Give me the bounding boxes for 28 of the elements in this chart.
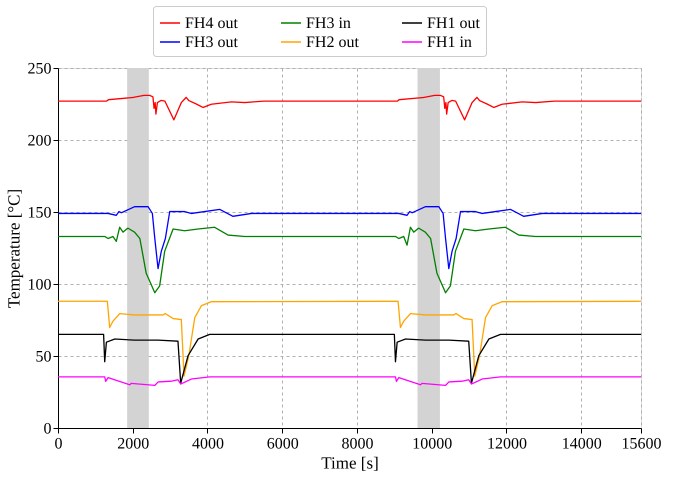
x-tick-label: 4000	[192, 436, 224, 452]
x-tick-label: 12000	[486, 436, 527, 452]
line-series	[58, 376, 641, 386]
x-tick-label: 6000	[266, 436, 299, 452]
y-tick-label: 150	[28, 204, 52, 222]
line-series	[58, 94, 641, 120]
legend-label: FH2 out	[306, 34, 360, 51]
y-tick-label: 100	[28, 276, 52, 294]
legend-label: FH1 out	[427, 15, 480, 32]
legend-label: FH3 out	[185, 34, 238, 51]
line-series	[58, 226, 641, 294]
y-tick-label: 200	[28, 132, 52, 150]
x-axis-title: Time [s]	[321, 454, 379, 472]
line-series	[58, 300, 641, 377]
x-tick-label: 15600	[622, 436, 662, 452]
x-tick-label: 0	[54, 436, 62, 452]
x-tick-label: 8000	[341, 436, 374, 452]
x-tick-label: 14000	[562, 436, 602, 452]
x-tick-label: 10000	[412, 436, 452, 452]
y-tick-label: 250	[28, 60, 52, 78]
y-tick-label: 50	[36, 348, 52, 366]
y-axis-title: Temperature [°C]	[4, 188, 24, 308]
line-series	[58, 206, 641, 270]
legend-label: FH4 out	[185, 15, 238, 32]
legend-label: FH3 in	[306, 15, 351, 32]
x-tick-label: 2000	[117, 436, 150, 452]
y-tick-label: 0	[44, 420, 52, 438]
legend-label: FH1 in	[427, 34, 472, 51]
